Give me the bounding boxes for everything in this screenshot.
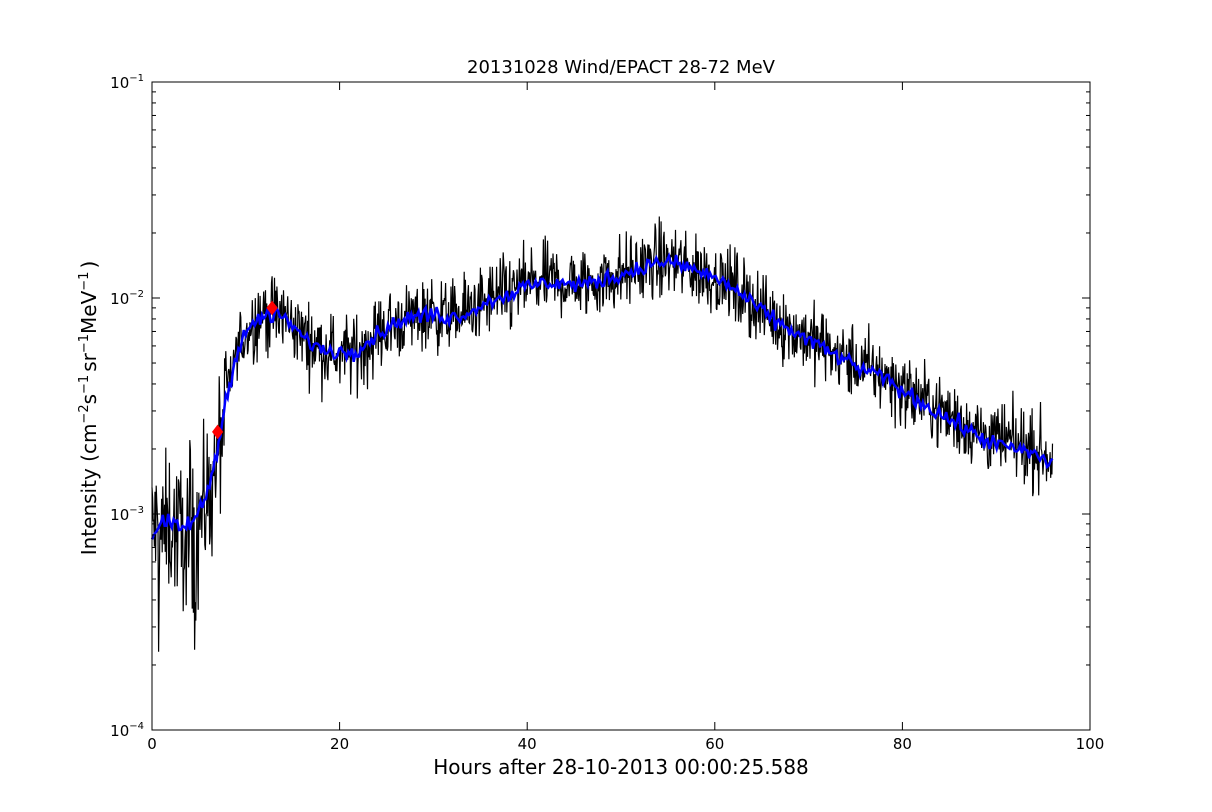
- smoothed-intensity-line: [150, 251, 1054, 540]
- y-label-exp4: −1: [77, 272, 92, 291]
- x-tick-label: 0: [147, 735, 157, 753]
- red-diamond-marker-1: [212, 424, 224, 440]
- plot-frame: [151, 81, 1091, 731]
- y-label-exp3: −1: [77, 334, 92, 353]
- x-tick-label: 80: [893, 735, 912, 753]
- chart-title: 20131028 Wind/EPACT 28-72 MeV: [467, 57, 776, 78]
- y-label-s: s: [77, 394, 101, 404]
- y-label-exp1: −2: [77, 404, 92, 423]
- plot-data-layer: [150, 216, 1054, 652]
- y-label-exp2: −1: [77, 375, 92, 394]
- x-tick-label: 20: [330, 735, 349, 753]
- y-tick-label: 10−4: [110, 721, 144, 740]
- x-axis-label: Hours after 28-10-2013 00:00:25.588: [433, 755, 809, 779]
- y-label-prefix: Intensity (cm: [77, 424, 101, 556]
- raw-intensity-line: [151, 216, 1054, 652]
- x-tick-label: 100: [1076, 735, 1105, 753]
- axis-ticks-layer: 0 20 40 60 80 100 10−4 10−3 10−2 10−1: [110, 73, 1104, 753]
- red-diamond-marker-2: [266, 300, 278, 316]
- y-label-mev: MeV: [77, 290, 101, 334]
- y-axis-label: Intensity (cm−2s−1sr−1MeV−1): [77, 261, 101, 556]
- y-tick-label: 10−1: [110, 73, 144, 92]
- y-label-suffix: ): [77, 261, 101, 269]
- y-tick-label: 10−2: [110, 289, 144, 308]
- y-label-sr: sr: [77, 352, 101, 371]
- x-tick-label: 60: [705, 735, 724, 753]
- y-tick-label: 10−3: [110, 505, 144, 524]
- x-tick-label: 40: [518, 735, 537, 753]
